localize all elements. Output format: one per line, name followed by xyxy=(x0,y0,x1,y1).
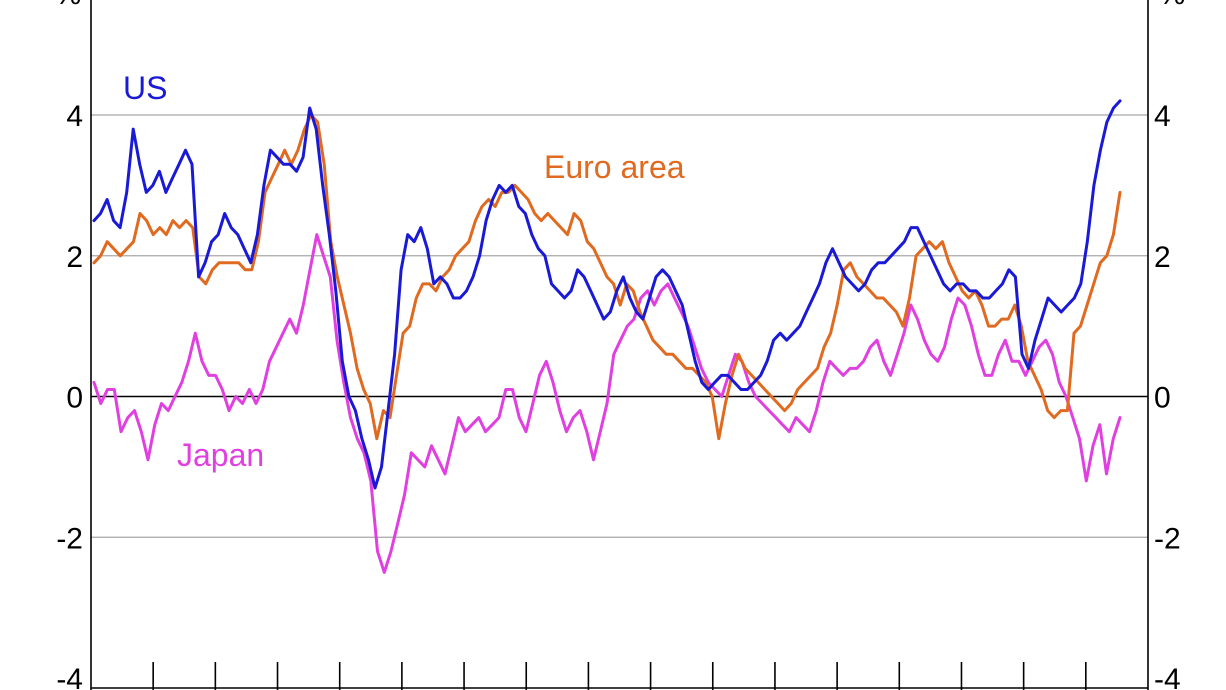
series-line-us xyxy=(92,99,1122,490)
right-tick-label--4: -4 xyxy=(1154,663,1181,690)
series-label-japan: Japan xyxy=(177,437,264,473)
series-label-euro-area: Euro area xyxy=(544,149,685,185)
chart-frame xyxy=(90,0,1149,690)
right-tick-label-2: 2 xyxy=(1154,241,1171,274)
left-y-axis-tick-labels: -4 -2 0 2 4 xyxy=(56,100,83,690)
series-line-euro-area xyxy=(92,113,1122,441)
series-layer xyxy=(92,99,1122,574)
right-tick-label--2: -2 xyxy=(1154,522,1181,555)
left-tick-label--4: -4 xyxy=(56,663,83,690)
series-label-us: US xyxy=(123,70,167,106)
left-tick-label-4: 4 xyxy=(66,100,83,133)
left-tick-label-0: 0 xyxy=(66,382,83,415)
left-tick-label--2: -2 xyxy=(56,522,83,555)
right-unit-label: % xyxy=(1159,0,1186,11)
right-y-axis-tick-labels: -4 -2 0 2 4 xyxy=(1154,100,1181,690)
series-line-japan xyxy=(92,233,1122,574)
left-tick-label-2: 2 xyxy=(66,241,83,274)
gridlines xyxy=(91,114,1148,538)
left-unit-label: % xyxy=(55,0,82,11)
right-tick-label-0: 0 xyxy=(1154,382,1171,415)
right-tick-label-4: 4 xyxy=(1154,100,1171,133)
x-axis-ticks xyxy=(152,662,1087,690)
